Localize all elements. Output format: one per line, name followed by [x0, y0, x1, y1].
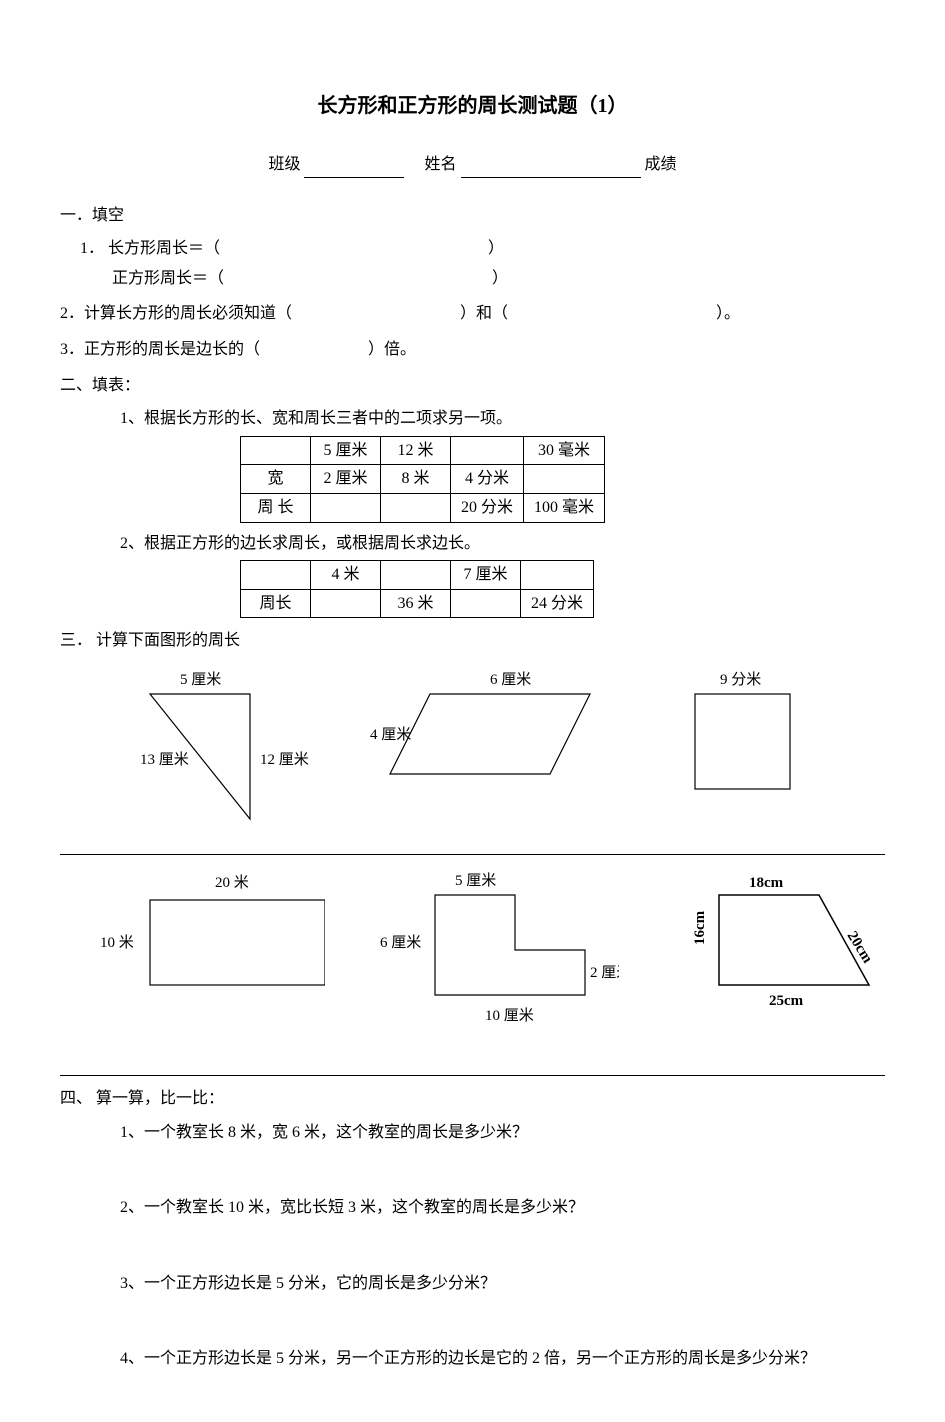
cell: 周长 [241, 589, 311, 618]
cell: 宽 [241, 465, 311, 494]
fig3-label-a: 9 分米 [720, 671, 761, 688]
cell: 7 厘米 [451, 561, 521, 590]
s2-sub1: 1、根据长方形的长、宽和周长三者中的二项求另一项。 [120, 406, 885, 432]
table-row: 宽 2 厘米 8 米 4 分米 [241, 465, 605, 494]
s1-q3: 3．正方形的周长是边长的（ ）倍。 [60, 337, 885, 363]
s4-q1: 1、一个教室长 8 米，宽 6 米，这个教室的周长是多少米？ [120, 1120, 885, 1146]
s1-q2-c: ）。 [716, 305, 740, 322]
table-row: 4 米 7 厘米 [241, 561, 594, 590]
cell: 100 毫米 [524, 493, 605, 522]
triangle-shape: 5 厘米 13 厘米 12 厘米 [120, 664, 310, 834]
fig5-label-c: 2 厘米 [590, 964, 619, 981]
fig6-label-c: 25cm [769, 993, 804, 1009]
s4-q3: 3、一个正方形边长是 5 分米，它的周长是多少分米？ [120, 1271, 885, 1297]
trapezoid-shape: 18cm 20cm 25cm 16cm [669, 865, 885, 1035]
fig5-label-d: 10 厘米 [485, 1007, 534, 1024]
s4-q2: 2、一个教室长 10 米，宽比长短 3 米，这个教室的周长是多少米？ [120, 1195, 885, 1221]
lshape: 5 厘米 6 厘米 2 厘米 10 厘米 [375, 865, 619, 1045]
s1-q1-text: 1． 长方形周长＝（ [80, 240, 220, 257]
s1-q1: 1． 长方形周长＝（ ） [80, 236, 885, 262]
cell: 周 长 [241, 493, 311, 522]
cell [381, 561, 451, 590]
rectangle-shape: 20 米 10 米 [100, 865, 325, 1025]
class-blank[interactable] [304, 158, 404, 177]
cell: 8 米 [381, 465, 451, 494]
square-shape: 9 分米 [670, 664, 830, 804]
cell: 20 分米 [451, 493, 524, 522]
fig5-label-a: 5 厘米 [455, 872, 496, 889]
section-4-heading: 四、 算一算，比一比： [60, 1086, 885, 1112]
score-label: 成绩 [645, 156, 677, 173]
cell [451, 436, 524, 465]
figures-row-1: 5 厘米 13 厘米 12 厘米 6 厘米 4 厘米 9 分米 [120, 664, 885, 834]
figures-row-2: 20 米 10 米 5 厘米 6 厘米 2 厘米 10 厘米 18cm 20cm… [100, 865, 885, 1045]
cell [241, 561, 311, 590]
cell [381, 493, 451, 522]
table-row: 周 长 20 分米 100 毫米 [241, 493, 605, 522]
s1-q2: 2．计算长方形的周长必须知道（ ）和（ ）。 [60, 301, 885, 327]
parallelogram-shape: 6 厘米 4 厘米 [370, 664, 610, 804]
s1-q1b-end: ） [492, 270, 508, 287]
cell: 12 米 [381, 436, 451, 465]
cell [524, 465, 605, 494]
section-3-heading: 三． 计算下面图形的周长 [60, 628, 885, 654]
table-rectangle: 5 厘米 12 米 30 毫米 宽 2 厘米 8 米 4 分米 周 长 20 分… [240, 436, 605, 523]
table-row: 5 厘米 12 米 30 毫米 [241, 436, 605, 465]
cell: 5 厘米 [311, 436, 381, 465]
cell [241, 436, 311, 465]
class-label: 班级 [268, 156, 300, 173]
s4-q4: 4、一个正方形边长是 5 分米，另一个正方形的边长是它的 2 倍，另一个正方形的… [120, 1346, 885, 1372]
fig4-label-a: 20 米 [215, 874, 249, 891]
cell [521, 561, 594, 590]
fig1-label-a: 5 厘米 [180, 671, 221, 688]
student-info-line: 班级 姓名 成绩 [60, 152, 885, 178]
fig5-label-b: 6 厘米 [380, 934, 421, 951]
cell: 36 米 [381, 589, 451, 618]
s1-q1b-text: 正方形周长＝（ [112, 270, 224, 287]
table-square: 4 米 7 厘米 周长 36 米 24 分米 [240, 560, 594, 618]
separator-line [60, 854, 885, 855]
cell [451, 589, 521, 618]
s1-q1-end: ） [488, 240, 504, 257]
cell: 30 毫米 [524, 436, 605, 465]
name-label: 姓名 [424, 156, 456, 173]
separator-line-2 [60, 1075, 885, 1076]
fig6-label-a: 18cm [749, 875, 784, 891]
cell: 4 米 [311, 561, 381, 590]
fig1-label-b: 13 厘米 [140, 751, 189, 768]
fig6-label-d: 16cm [692, 910, 708, 945]
section-2-heading: 二、填表： [60, 373, 885, 399]
s1-q1b: 正方形周长＝（ ） [112, 266, 885, 292]
cell: 24 分米 [521, 589, 594, 618]
fig1-label-c: 12 厘米 [260, 751, 309, 768]
name-blank[interactable] [461, 158, 641, 177]
cell [311, 493, 381, 522]
fig4-label-b: 10 米 [100, 934, 134, 951]
table-row: 周长 36 米 24 分米 [241, 589, 594, 618]
s1-q3-b: ）倍。 [368, 341, 416, 358]
s2-sub2: 2、根据正方形的边长求周长，或根据周长求边长。 [120, 531, 885, 557]
cell: 2 厘米 [311, 465, 381, 494]
fig2-label-a: 6 厘米 [490, 671, 531, 688]
page-title: 长方形和正方形的周长测试题（1） [60, 90, 885, 122]
s1-q2-b: ）和（ [460, 305, 508, 322]
section-1-heading: 一．填空 [60, 203, 885, 229]
fig2-label-b: 4 厘米 [370, 726, 411, 743]
cell: 4 分米 [451, 465, 524, 494]
cell [311, 589, 381, 618]
s1-q2-a: 2．计算长方形的周长必须知道（ [60, 305, 292, 322]
s1-q3-a: 3．正方形的周长是边长的（ [60, 341, 260, 358]
